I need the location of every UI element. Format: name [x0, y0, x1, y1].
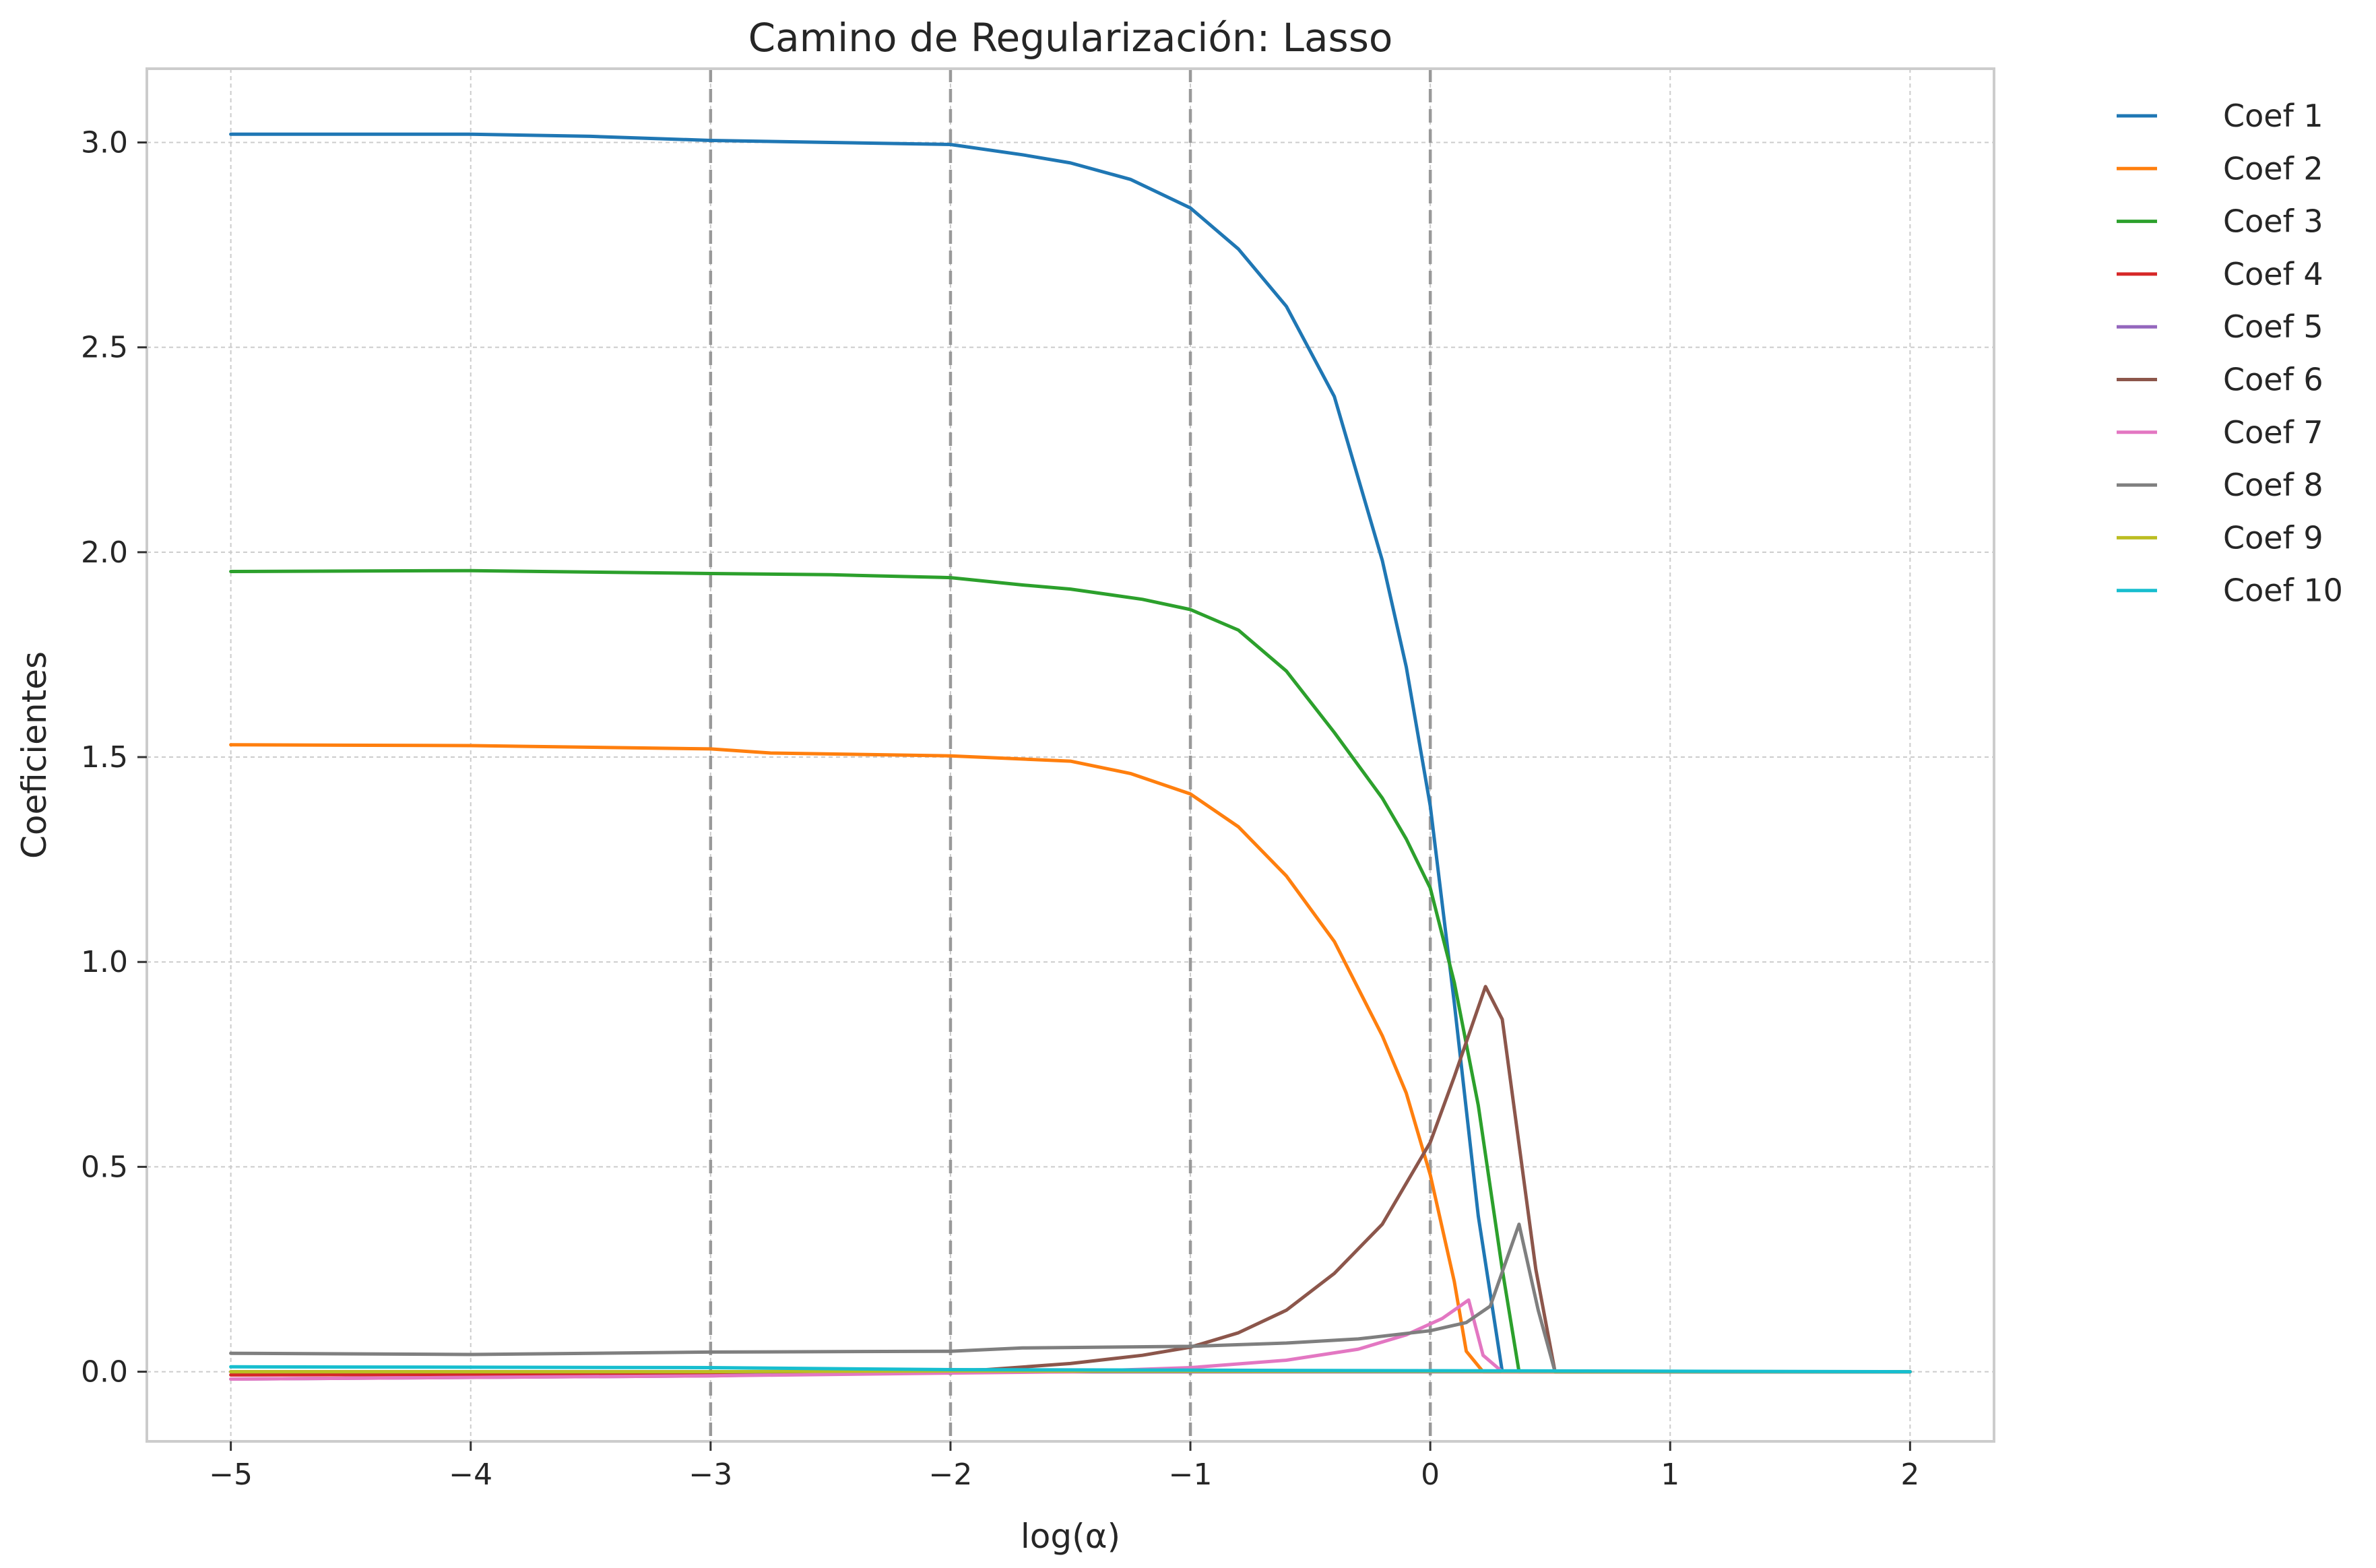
- legend-label: Coef 1: [2223, 98, 2323, 134]
- series-line-coef-1: [229, 132, 1912, 1374]
- x-axis-label: log(α): [1021, 1517, 1120, 1556]
- y-axis-label: Coeficientes: [15, 651, 54, 859]
- plot-frame: [146, 67, 1995, 1443]
- series-line-coef-8: [229, 1222, 1912, 1374]
- legend-label: Coef 9: [2223, 519, 2323, 556]
- legend-label: Coef 6: [2223, 362, 2323, 398]
- legend-label: Coef 10: [2223, 573, 2343, 609]
- series-line-coef-10: [229, 1365, 1912, 1374]
- series-line-coef-3: [229, 568, 1912, 1374]
- series-line-coef-2: [229, 743, 1912, 1374]
- y-tick-label: 1.5: [81, 740, 128, 775]
- y-tick-label: 1.0: [81, 945, 128, 979]
- legend-label: Coef 8: [2223, 467, 2323, 503]
- y-tick-label: 0.5: [81, 1150, 128, 1184]
- x-tick-label: −3: [688, 1458, 732, 1492]
- x-tick-label: −2: [929, 1458, 973, 1492]
- x-tick-label: −1: [1169, 1458, 1213, 1492]
- legend-label: Coef 7: [2223, 414, 2323, 451]
- x-tick-label: 0: [1421, 1458, 1440, 1492]
- series-layer: [229, 132, 1912, 1381]
- y-tick-label: 3.0: [81, 126, 128, 160]
- y-tick-label: 0.0: [81, 1355, 128, 1390]
- reference-lines: [709, 69, 1432, 1441]
- y-tick-label: 2.0: [81, 535, 128, 570]
- x-tick-label: 2: [1900, 1458, 1919, 1492]
- x-tick-label: 1: [1661, 1458, 1679, 1492]
- chart-title: Camino de Regularización: Lasso: [748, 15, 1393, 61]
- legend: Coef 1 Coef 2 Coef 3 Coef 4 Coef 5 Coef 6 Coef…: [2117, 98, 2343, 609]
- x-tick-label: −4: [449, 1458, 492, 1492]
- legend-label: Coef 5: [2223, 308, 2323, 345]
- tick-layer: −5 −4 −3 −2 −1 0 1 2 0.0 0.5 1.0 1.5 2.0 2.5 3.0: [81, 126, 1919, 1492]
- legend-label: Coef 4: [2223, 256, 2323, 292]
- legend-label: Coef 2: [2223, 150, 2323, 187]
- legend-label: Coef 3: [2223, 203, 2323, 240]
- x-tick-label: −5: [209, 1458, 253, 1492]
- y-tick-label: 2.5: [81, 331, 128, 365]
